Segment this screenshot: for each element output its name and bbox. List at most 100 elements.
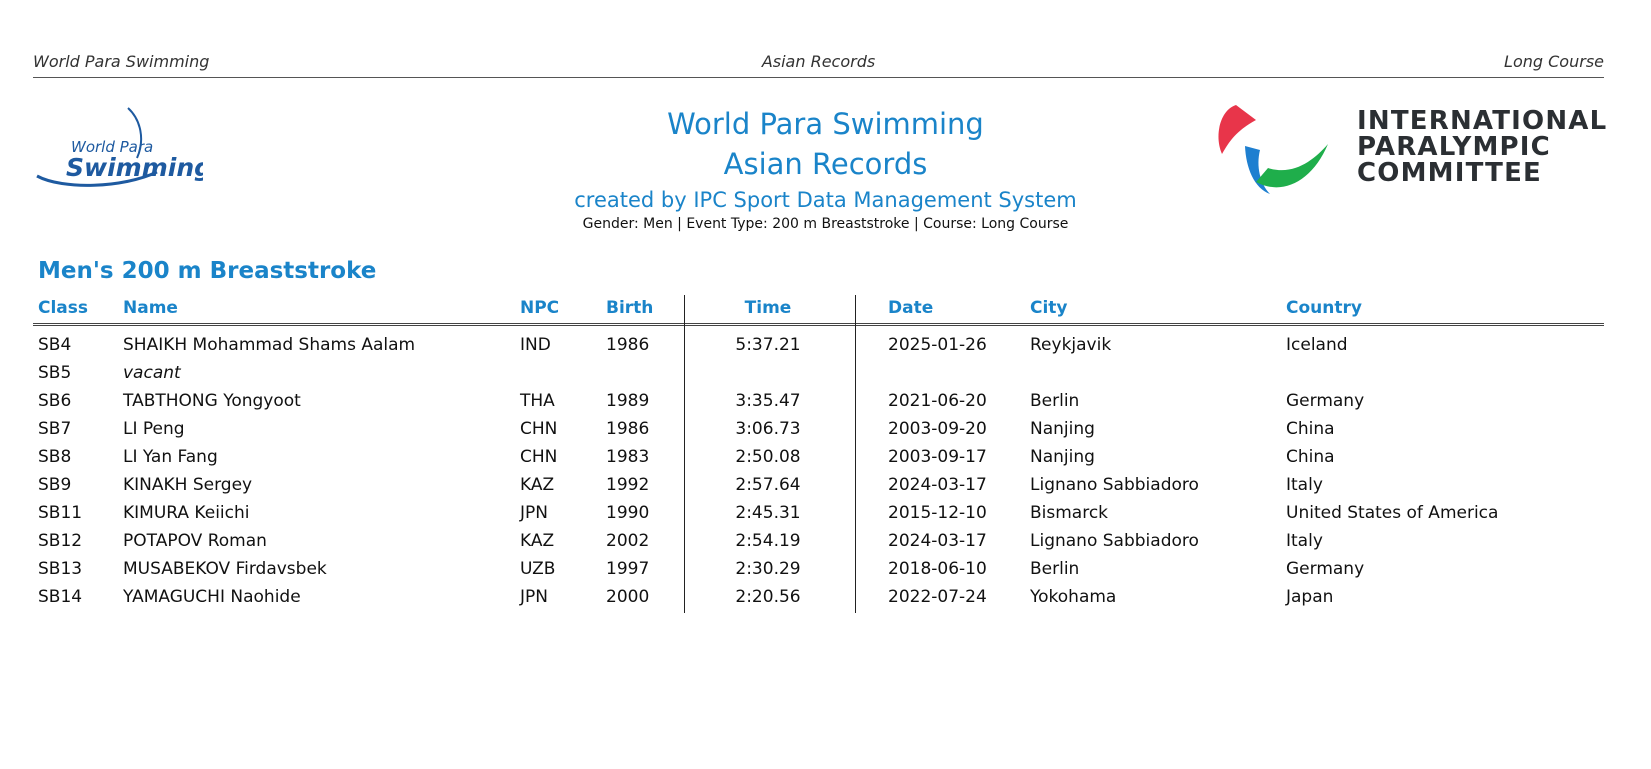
cell-country: China <box>1286 419 1335 439</box>
cell-npc: THA <box>520 391 555 411</box>
cell-country: Italy <box>1286 531 1323 551</box>
cell-class: SB7 <box>38 419 72 439</box>
column-header-date: Date <box>888 298 934 318</box>
cell-time: 2:45.31 <box>735 503 801 523</box>
cell-npc: JPN <box>520 503 548 523</box>
cell-time: 2:57.64 <box>735 475 801 495</box>
cell-city: Nanjing <box>1030 419 1095 439</box>
cell-date: 2024-03-17 <box>888 475 987 495</box>
cell-city: Reykjavik <box>1030 335 1112 355</box>
world-para-swimming-logo: World Para Swimming <box>36 107 203 187</box>
cell-time: 2:20.56 <box>735 587 801 607</box>
svg-text:Swimming: Swimming <box>66 153 203 182</box>
cell-city: Berlin <box>1030 391 1080 411</box>
header-center-text: Asian Records <box>761 52 876 71</box>
cell-date: 2003-09-20 <box>888 419 987 439</box>
cell-npc: CHN <box>520 447 558 467</box>
table-row: SB8 LI Yan Fang CHN 1983 2:50.08 2003-09… <box>33 443 1604 471</box>
header-right-text: Long Course <box>1504 52 1604 71</box>
cell-time: 3:35.47 <box>735 391 801 411</box>
cell-name: SHAIKH Mohammad Shams Aalam <box>123 335 416 355</box>
cell-name: KIMURA Keiichi <box>123 503 250 523</box>
cell-name: vacant <box>123 363 181 383</box>
table-row: SB12 POTAPOV Roman KAZ 2002 2:54.19 2024… <box>33 527 1604 555</box>
cell-birth: 2000 <box>606 587 650 607</box>
cell-birth: 1986 <box>606 335 650 355</box>
cell-date: 2003-09-17 <box>888 447 987 467</box>
column-header-country: Country <box>1286 298 1362 318</box>
table-row: SB6 TABTHONG Yongyoot THA 1989 3:35.47 2… <box>33 387 1604 415</box>
cell-birth: 1989 <box>606 391 650 411</box>
column-header-time: Time <box>744 298 792 318</box>
cell-date: 2015-12-10 <box>888 503 987 523</box>
cell-country: Iceland <box>1286 335 1348 355</box>
column-header-class: Class <box>38 298 89 318</box>
table-header-row: Class Name NPC Birth Time Date City Coun… <box>33 296 1604 326</box>
document-title: World Para Swimming <box>667 107 984 141</box>
column-header-name: Name <box>123 298 178 318</box>
cell-class: SB14 <box>38 587 83 607</box>
cell-country: Italy <box>1286 475 1323 495</box>
cell-time: 2:54.19 <box>735 531 801 551</box>
event-filter-text: Gender: Men | Event Type: 200 m Breastst… <box>582 216 1069 232</box>
cell-city: Nanjing <box>1030 447 1095 467</box>
document-subtitle: Asian Records <box>723 147 928 181</box>
table-row: SB14 YAMAGUCHI Naohide JPN 2000 2:20.56 … <box>33 583 1604 611</box>
cell-class: SB6 <box>38 391 72 411</box>
cell-time: 2:30.29 <box>735 559 801 579</box>
cell-npc: IND <box>520 335 551 355</box>
cell-class: SB9 <box>38 475 72 495</box>
table-row: SB4 SHAIKH Mohammad Shams Aalam IND 1986… <box>33 331 1604 359</box>
records-table: Class Name NPC Birth Time Date City Coun… <box>33 296 1604 611</box>
cell-name: YAMAGUCHI Naohide <box>123 587 301 607</box>
cell-city: Lignano Sabbiadoro <box>1030 531 1199 551</box>
header-left-text: World Para Swimming <box>33 52 210 71</box>
cell-npc: JPN <box>520 587 548 607</box>
cell-city: Yokohama <box>1030 587 1117 607</box>
cell-country: Germany <box>1286 391 1365 411</box>
title-block: World Para Swimming Asian Records create… <box>0 104 1651 234</box>
cell-date: 2021-06-20 <box>888 391 987 411</box>
cell-npc: UZB <box>520 559 556 579</box>
cell-birth: 1997 <box>606 559 650 579</box>
cell-country: United States of America <box>1286 503 1499 523</box>
table-body: SB4 SHAIKH Mohammad Shams Aalam IND 1986… <box>33 326 1604 611</box>
table-row: SB13 MUSABEKOV Firdavsbek UZB 1997 2:30.… <box>33 555 1604 583</box>
cell-date: 2024-03-17 <box>888 531 987 551</box>
ipc-text-line-2: PARALYMPIC <box>1357 132 1551 162</box>
cell-country: Japan <box>1286 587 1334 607</box>
cell-name: TABTHONG Yongyoot <box>123 391 301 411</box>
cell-birth: 1986 <box>606 419 650 439</box>
cell-date: 2025-01-26 <box>888 335 987 355</box>
cell-date: 2022-07-24 <box>888 587 987 607</box>
svg-text:World Para: World Para <box>71 138 153 156</box>
page-header: World Para Swimming Asian Records Long C… <box>33 50 1604 78</box>
cell-country: China <box>1286 447 1335 467</box>
cell-class: SB13 <box>38 559 83 579</box>
cell-birth: 1990 <box>606 503 650 523</box>
section-title: Men's 200 m Breaststroke <box>38 258 377 284</box>
cell-npc: KAZ <box>520 475 555 495</box>
table-row: SB11 KIMURA Keiichi JPN 1990 2:45.31 201… <box>33 499 1604 527</box>
created-by-text: created by IPC Sport Data Management Sys… <box>574 188 1077 212</box>
cell-name: MUSABEKOV Firdavsbek <box>123 559 327 579</box>
time-column-left-divider <box>684 295 685 613</box>
cell-name: KINAKH Sergey <box>123 475 253 495</box>
cell-birth: 1983 <box>606 447 650 467</box>
column-header-npc: NPC <box>520 298 560 318</box>
cell-city: Berlin <box>1030 559 1080 579</box>
ipc-agitos-icon <box>1218 105 1328 194</box>
ipc-text-line-1: INTERNATIONAL <box>1357 106 1608 136</box>
cell-class: SB8 <box>38 447 72 467</box>
cell-npc: KAZ <box>520 531 555 551</box>
cell-city: Lignano Sabbiadoro <box>1030 475 1199 495</box>
cell-city: Bismarck <box>1030 503 1109 523</box>
ipc-text-line-3: COMMITTEE <box>1357 158 1542 188</box>
ipc-logo-text: INTERNATIONAL PARALYMPIC COMMITTEE <box>1357 108 1607 186</box>
time-column-right-divider <box>855 295 856 613</box>
table-row: SB9 KINAKH Sergey KAZ 1992 2:57.64 2024-… <box>33 471 1604 499</box>
cell-name: LI Yan Fang <box>123 447 218 467</box>
table-row: SB7 LI Peng CHN 1986 3:06.73 2003-09-20 … <box>33 415 1604 443</box>
cell-class: SB4 <box>38 335 72 355</box>
cell-name: LI Peng <box>123 419 185 439</box>
